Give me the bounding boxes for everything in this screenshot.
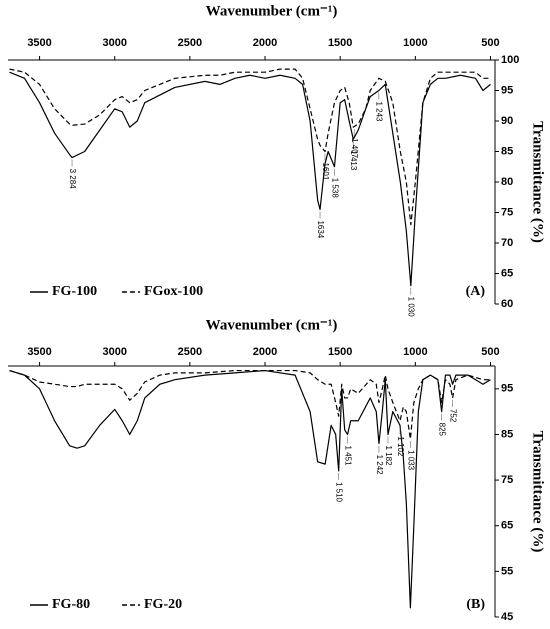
y-axis-title: Transmittance (%) bbox=[530, 121, 546, 243]
x-tick-label: 1500 bbox=[328, 37, 352, 49]
annotation-label: 1 413 bbox=[349, 150, 358, 171]
spectrum-line bbox=[9, 71, 491, 287]
x-axis-title: Wavenumber (cm⁻¹) bbox=[206, 3, 338, 19]
annotation-label: 1 510 bbox=[335, 482, 344, 503]
y-tick-label: 95 bbox=[501, 383, 513, 395]
y-axis-title: Transmittance (%) bbox=[530, 431, 546, 553]
annotation-label: 825 bbox=[438, 423, 447, 437]
annotation-label: 752 bbox=[449, 409, 458, 423]
x-tick-label: 1000 bbox=[403, 346, 427, 358]
x-tick-label: 3000 bbox=[102, 37, 126, 49]
spectrum-line bbox=[9, 369, 491, 440]
x-tick-label: 3500 bbox=[27, 346, 51, 358]
annotation-label: 1634 bbox=[316, 220, 325, 238]
x-tick-label: 2500 bbox=[178, 37, 202, 49]
y-tick-label: 90 bbox=[501, 115, 513, 127]
x-tick-label: 500 bbox=[481, 346, 499, 358]
x-tick-label: 2000 bbox=[253, 346, 277, 358]
annotation-label: 1 033 bbox=[406, 450, 415, 471]
legend-label: FGox-100 bbox=[144, 284, 203, 299]
annotation-label: 3 284 bbox=[68, 169, 77, 190]
legend-label: FG-100 bbox=[52, 284, 97, 299]
annotation-label: 1 182 bbox=[384, 445, 393, 466]
x-axis-title: Wavenumber (cm⁻¹) bbox=[206, 317, 338, 333]
y-tick-label: 85 bbox=[501, 145, 513, 157]
y-tick-label: 75 bbox=[501, 206, 513, 218]
y-tick-label: 65 bbox=[501, 267, 513, 279]
x-tick-label: 2500 bbox=[178, 346, 202, 358]
x-tick-label: 1000 bbox=[403, 37, 427, 49]
y-tick-label: 55 bbox=[501, 565, 513, 577]
y-tick-label: 95 bbox=[501, 84, 513, 96]
spectrum-line bbox=[9, 68, 491, 226]
y-tick-label: 45 bbox=[501, 611, 513, 623]
annotation-label: 1 243 bbox=[375, 102, 384, 123]
y-tick-label: 60 bbox=[501, 298, 513, 310]
annotation-label: 1 451 bbox=[343, 445, 352, 466]
y-tick-label: 80 bbox=[501, 176, 513, 188]
legend-label: FG-20 bbox=[144, 597, 182, 612]
annotation-label: 1 030 bbox=[407, 297, 416, 318]
y-tick-label: 65 bbox=[501, 520, 513, 532]
annotation-label: 1601 bbox=[321, 163, 330, 181]
x-tick-label: 2000 bbox=[253, 37, 277, 49]
annotation-label: 1 407 bbox=[350, 138, 359, 159]
y-tick-label: 100 bbox=[501, 54, 519, 66]
annotation-label: 1 102 bbox=[396, 436, 405, 457]
x-tick-label: 3000 bbox=[102, 346, 126, 358]
panel-label: (A) bbox=[466, 284, 486, 299]
y-tick-label: 85 bbox=[501, 428, 513, 440]
legend-label: FG-80 bbox=[52, 597, 90, 612]
x-tick-label: 1500 bbox=[328, 346, 352, 358]
x-tick-label: 3500 bbox=[27, 37, 51, 49]
y-tick-label: 70 bbox=[501, 237, 513, 249]
spectrum-line bbox=[9, 369, 491, 609]
panel-label: (B) bbox=[466, 597, 485, 612]
y-tick-label: 75 bbox=[501, 474, 513, 486]
annotation-label: 1 242 bbox=[375, 455, 384, 476]
x-tick-label: 500 bbox=[481, 37, 499, 49]
annotation-label: 1 538 bbox=[330, 178, 339, 199]
